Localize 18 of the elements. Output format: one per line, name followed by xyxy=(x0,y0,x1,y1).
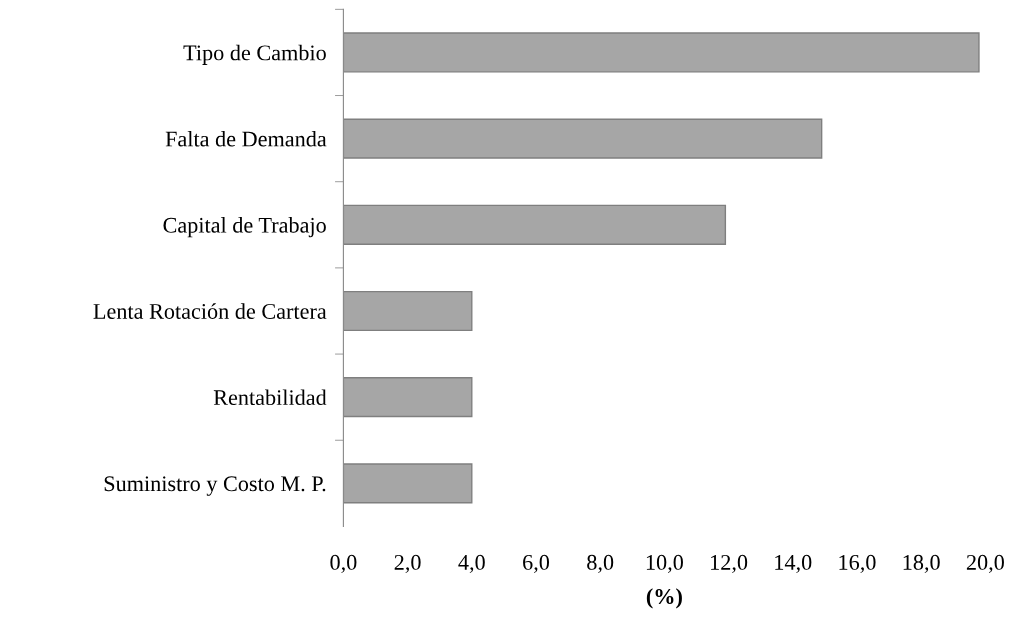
y-tick-label: Capital de Trabajo xyxy=(163,217,326,238)
x-tick-label: 2,0 xyxy=(394,554,421,574)
x-tick-label: 10,0 xyxy=(646,554,683,574)
x-tick-label: 18,0 xyxy=(903,554,940,574)
y-tick-label: Suministro y Costo M. P. xyxy=(104,476,326,496)
y-tick-label: Rentabilidad xyxy=(213,389,327,406)
y-tick-label: Lenta Rotación de Cartera xyxy=(93,303,327,319)
x-tick-label: 12,0 xyxy=(711,554,748,574)
y-tick-label: Falta de Demanda xyxy=(165,130,327,147)
x-tick-label: 14,0 xyxy=(775,554,812,574)
x-tick-label: 4,0 xyxy=(458,554,485,574)
x-tick-label: 0,0 xyxy=(330,554,357,574)
x-tick-label: 6,0 xyxy=(523,554,550,574)
x-tick-label: 16,0 xyxy=(839,554,876,574)
x-tick-label: 20,0 xyxy=(966,554,1004,574)
y-tick-label: Tipo de Cambio xyxy=(183,44,326,65)
x-tick-label: 8,0 xyxy=(587,554,614,574)
x-axis-title: (%) xyxy=(646,588,682,609)
